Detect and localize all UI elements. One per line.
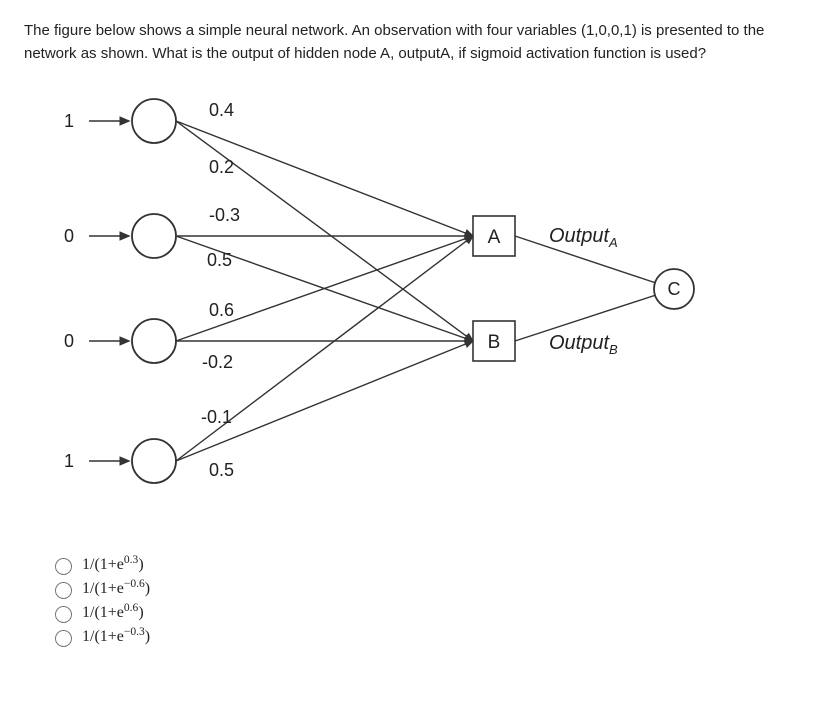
option-1-label: 1/(1+e0.3): [82, 556, 144, 574]
svg-text:0: 0: [64, 331, 74, 351]
svg-text:C: C: [668, 279, 681, 299]
option-3-label: 1/(1+e0.6): [82, 604, 144, 622]
svg-text:-0.1: -0.1: [201, 407, 232, 427]
network-diagram: 1 0 0 1 A B OutputA OutputB C 0.4 0.2 -0.3 0.5 0.6 -0.…: [34, 81, 802, 515]
svg-text:OutputA: OutputA: [549, 225, 618, 250]
question-text: The figure below shows a simple neural n…: [24, 20, 802, 65]
svg-text:0.5: 0.5: [207, 250, 232, 270]
option-2[interactable]: 1/(1+e−0.6): [50, 579, 802, 599]
answer-options: 1/(1+e0.3) 1/(1+e−0.6) 1/(1+e0.6) 1/(1+e…: [50, 555, 802, 647]
svg-text:0.6: 0.6: [209, 300, 234, 320]
svg-text:-0.2: -0.2: [202, 352, 233, 372]
option-3[interactable]: 1/(1+e0.6): [50, 603, 802, 623]
option-1[interactable]: 1/(1+e0.3): [50, 555, 802, 575]
option-4-radio[interactable]: [55, 630, 72, 647]
option-2-label: 1/(1+e−0.6): [82, 580, 150, 598]
svg-text:1: 1: [64, 451, 74, 471]
svg-text:B: B: [488, 332, 501, 353]
option-1-radio[interactable]: [55, 558, 72, 575]
svg-text:OutputB: OutputB: [549, 332, 618, 357]
option-4-label: 1/(1+e−0.3): [82, 628, 150, 646]
svg-text:A: A: [488, 227, 501, 248]
svg-text:1: 1: [64, 111, 74, 131]
svg-text:0: 0: [64, 226, 74, 246]
option-2-radio[interactable]: [55, 582, 72, 599]
option-4[interactable]: 1/(1+e−0.3): [50, 627, 802, 647]
option-3-radio[interactable]: [55, 606, 72, 623]
network-svg: 1 0 0 1 A B OutputA OutputB C 0.4 0.2 -0.3 0.5 0.6 -0.…: [34, 81, 734, 511]
svg-text:0.2: 0.2: [209, 157, 234, 177]
svg-text:-0.3: -0.3: [209, 205, 240, 225]
svg-text:0.5: 0.5: [209, 460, 234, 480]
svg-text:0.4: 0.4: [209, 100, 234, 120]
